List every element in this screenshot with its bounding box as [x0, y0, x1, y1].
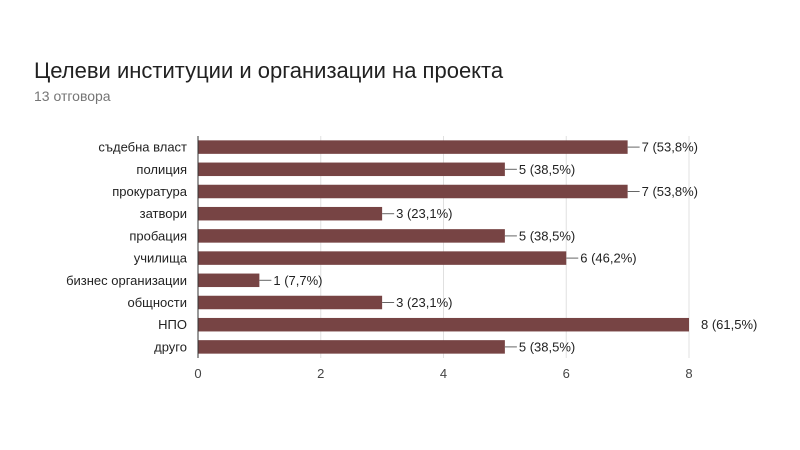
x-tick-label: 4	[440, 366, 447, 381]
x-tick-label: 2	[317, 366, 324, 381]
bar	[198, 140, 628, 154]
bar	[198, 184, 628, 199]
data-label: 5 (38,5%)	[519, 162, 575, 177]
bars	[198, 140, 689, 354]
data-label: 1 (7,7%)	[273, 273, 322, 288]
category-label: друго	[154, 339, 187, 354]
category-label: училища	[134, 251, 188, 266]
bar	[198, 273, 260, 288]
bar	[198, 206, 383, 221]
category-label: съдебна власт	[98, 140, 187, 155]
data-label: 5 (38,5%)	[519, 339, 575, 354]
x-tick-label: 6	[563, 366, 570, 381]
chart-title: Целеви институции и организации на проек…	[34, 58, 504, 83]
data-label: 5 (38,5%)	[519, 228, 575, 243]
category-label: бизнес организации	[66, 273, 187, 288]
category-label: пробация	[129, 228, 187, 243]
data-label: 3 (23,1%)	[396, 295, 452, 310]
category-label: затвори	[140, 206, 187, 221]
bar	[198, 340, 505, 354]
category-label: полиция	[136, 162, 187, 177]
category-label: прокуратура	[112, 184, 188, 199]
labels: 0 2 4 6 8 съдебна власт 7 (53,8%) полиция 5 (38,…	[66, 140, 757, 381]
x-tick-label: 8	[685, 366, 692, 381]
category-label: НПО	[158, 317, 187, 332]
response-count: 13 отговора	[34, 88, 111, 104]
data-label: 8 (61,5%)	[701, 317, 757, 332]
data-label: 7 (53,8%)	[642, 184, 698, 199]
bar	[198, 229, 505, 243]
category-label: общности	[128, 295, 188, 310]
data-label: 3 (23,1%)	[396, 206, 452, 221]
data-label: 6 (46,2%)	[580, 251, 636, 266]
data-label: 7 (53,8%)	[642, 140, 698, 155]
bar	[198, 317, 689, 332]
x-tick-label: 0	[194, 366, 201, 381]
bar	[198, 295, 383, 310]
bar	[198, 251, 567, 265]
bar	[198, 162, 505, 177]
